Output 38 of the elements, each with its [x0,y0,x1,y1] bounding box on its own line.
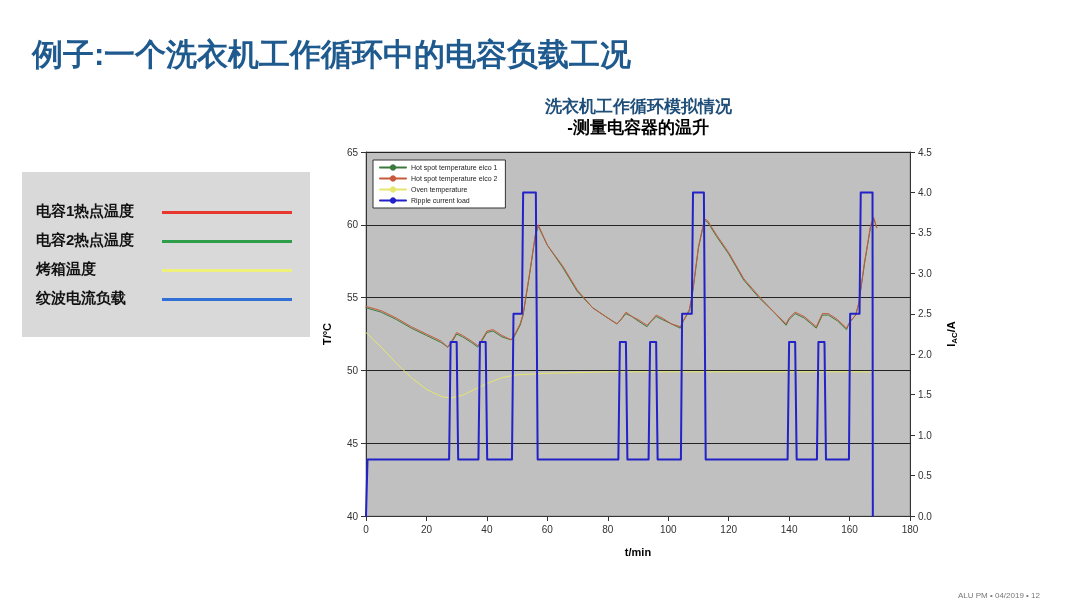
y-tick-label: 40 [346,510,359,522]
y2-tick-label: 3.5 [918,227,933,239]
y2-tick-label: 4.0 [918,186,933,198]
x-tick-label: 80 [602,523,614,535]
x-tick-label: 20 [420,523,433,535]
y-tick-label: 65 [346,146,359,158]
line-series [365,332,875,399]
y2-tick-label: 0.5 [918,470,933,482]
y-axis-title: T/°C [320,322,333,346]
y2-axis-title: IAC/A [945,321,959,347]
y2-tick-label: 1.5 [918,389,933,401]
x-tick-label: 0 [363,523,370,535]
x-tick-label: 60 [541,523,554,535]
y-tick-label: 60 [346,219,359,231]
text: 电容2热点温度 [36,231,135,250]
x-tick-label: 40 [481,523,493,535]
x-tick-label: 140 [780,523,798,535]
y2-tick-label: 2.5 [918,308,933,320]
x-tick-label: 180 [901,523,919,535]
y2-tick-label: 4.5 [918,146,933,158]
text: 纹波电流负载 [36,289,126,308]
text: 电容1热点温度 [36,202,135,221]
chart-subtitle: -测量电容器的温升 [567,118,709,137]
x-axis-title: t/min [624,545,652,558]
y-tick-label: 45 [346,437,359,449]
y2-tick-label: 2.0 [918,348,933,360]
y2-tick-label: 3.0 [918,267,933,279]
x-tick-label: 120 [720,523,738,535]
x-tick-label: 160 [841,523,859,535]
x-tick-label: 100 [659,523,677,535]
y2-tick-label: 0.0 [918,510,933,522]
text: 烤箱温度 [36,260,96,279]
y-tick-label: 55 [346,292,359,304]
text: 例子:一个洗衣机工作循环中的电容负载工况 [32,36,632,74]
y2-tick-label: 1.0 [918,429,933,441]
text: ALU PM • 04/2019 • 12 [957,590,1041,600]
y-tick-label: 50 [346,364,359,376]
chart-title: 洗衣机工作循环模拟情况 [543,97,733,116]
